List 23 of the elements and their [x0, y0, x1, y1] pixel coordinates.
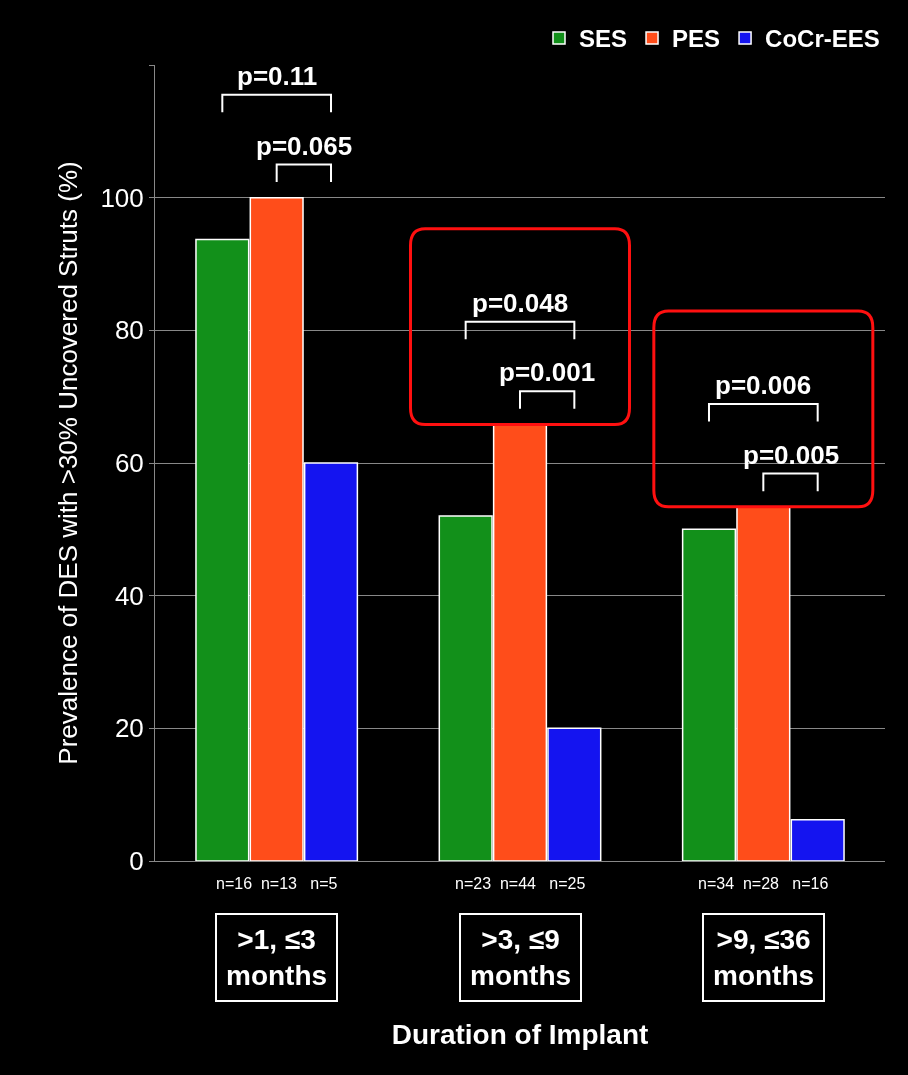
annotation: p=0.065 [256, 131, 353, 161]
x-axis-title: Duration of Implant [391, 1018, 649, 1050]
annotation: n=16 n=13 n=5 [216, 875, 338, 892]
x-tick-label: >1, ≤3 months [226, 924, 328, 992]
annotation: p=0.001 [499, 357, 596, 387]
annotation: p=0.048 [472, 288, 569, 318]
legend-label: PES [672, 25, 721, 53]
y-tick-label: 100 [100, 182, 144, 213]
y-tick-label: 60 [114, 448, 144, 479]
y-tick-label: 40 [114, 580, 144, 611]
annotation: n=34 n=28 n=16 [698, 875, 829, 892]
annotation: p=0.005 [743, 440, 840, 470]
annotation: n=23 n=44 n=25 [455, 875, 586, 892]
legend-label: CoCr-EES [765, 25, 880, 53]
y-tick-label: 20 [114, 713, 144, 744]
y-tick-label: 0 [129, 846, 144, 877]
x-tick-label: >3, ≤9 months [470, 924, 572, 992]
legend-label: SES [579, 25, 628, 53]
annotation: p=0.11 [237, 61, 318, 91]
y-axis-title: Prevalence of DES with >30% Uncovered Struts (%) [52, 161, 83, 765]
x-tick-label: >9, ≤36 months [713, 924, 815, 992]
y-tick-label: 80 [114, 315, 144, 346]
annotation: p=0.006 [715, 370, 812, 400]
